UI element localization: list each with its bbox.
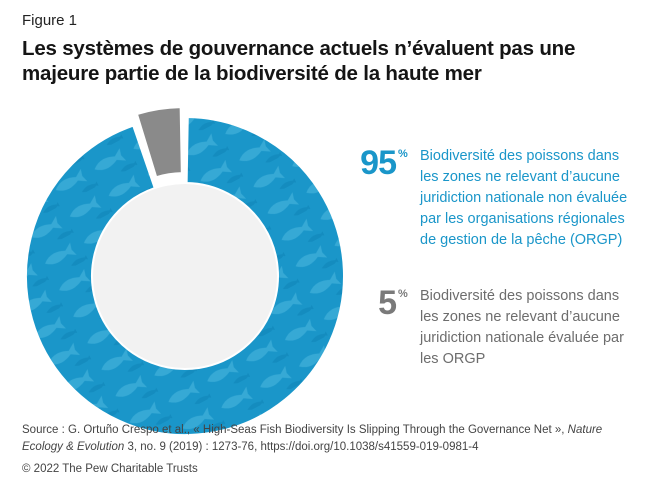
legend-unit: % (398, 288, 408, 300)
legend-unit: % (398, 148, 408, 160)
chart-title: Les systèmes de gouvernance actuels n’év… (22, 37, 576, 85)
legend-value: 5 (378, 284, 397, 322)
donut-hole (93, 184, 277, 368)
source-suffix: 3, no. 9 (2019) : 1273-76, https://doi.o… (124, 441, 479, 453)
legend-text: Biodiversité des poissons dans les zones… (420, 148, 628, 248)
copyright: © 2022 The Pew Charitable Trusts (22, 463, 198, 475)
legend-value: 95 (360, 144, 397, 182)
figure-label: Figure 1 (22, 12, 78, 29)
slice-assessed (135, 106, 183, 179)
legend-text: Biodiversité des poissons dans les zones… (420, 288, 624, 367)
source-note: Source : G. Ortuño Crespo et al., « High… (22, 422, 632, 456)
slice-unassessed (25, 116, 345, 436)
source-journal: Nature Ecology & Evolution (22, 424, 603, 453)
source-prefix: Source : G. Ortuño Crespo et al., « High… (22, 424, 568, 436)
